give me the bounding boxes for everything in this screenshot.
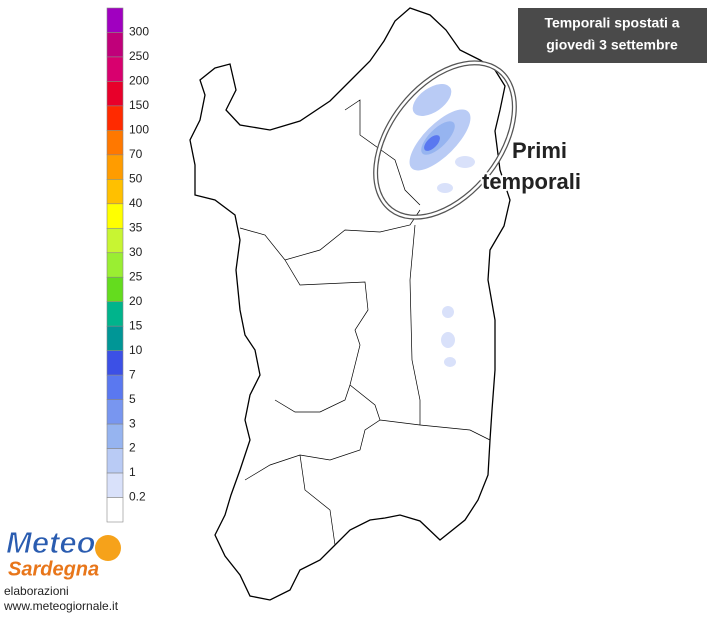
legend-label: 300 [129, 25, 149, 39]
legend-swatch [106, 227, 124, 254]
legend-swatch [106, 7, 124, 33]
legend-label: 3 [129, 416, 136, 430]
legend-label: 25 [129, 269, 143, 283]
legend-swatch [106, 252, 124, 278]
logo: Meteo Sardegna [6, 525, 121, 580]
legend-label: 7 [129, 367, 136, 381]
legend-label: 100 [129, 123, 149, 137]
annotation: temporali [482, 169, 581, 194]
legend-label: 150 [129, 98, 149, 112]
credits: elaborazioni [4, 584, 69, 598]
legend-swatch [106, 374, 124, 400]
legend-swatch [106, 325, 124, 351]
legend-swatch [106, 301, 124, 327]
legend-swatch [106, 56, 124, 82]
rain-area [409, 84, 475, 367]
credits: www.meteogiornale.it [3, 599, 119, 613]
legend-label: 200 [129, 74, 149, 88]
legend-label: 5 [129, 392, 136, 406]
legend-swatch [106, 81, 124, 107]
legend-swatch [106, 179, 124, 205]
legend-label: 0.2 [129, 490, 146, 504]
legend-swatch [106, 105, 124, 131]
title-line: Temporali spostati a [544, 15, 679, 31]
legend-swatch [106, 154, 124, 180]
highlight-ellipse [373, 60, 517, 220]
legend-swatch [106, 423, 124, 449]
legend-swatch [106, 399, 124, 425]
coastline [189, 7, 511, 601]
logo-text: Sardegna [8, 558, 99, 580]
legend: 300 250 200 150 100 70 50 40 35 30 25 20 15 10 7 5 3 2 1 0.… [106, 7, 149, 523]
legend-label: 40 [129, 196, 143, 210]
legend-label: 50 [129, 172, 143, 186]
logo-text: Meteo [6, 525, 96, 560]
legend-label: 250 [129, 49, 149, 63]
legend-swatch [106, 203, 124, 229]
province-border [239, 99, 491, 561]
legend-swatch [106, 350, 124, 376]
legend-label: 1 [129, 465, 136, 479]
legend-label: 10 [129, 343, 143, 357]
legend-swatch [106, 276, 124, 303]
legend-swatch [106, 32, 124, 58]
title-box [518, 8, 707, 63]
annotation: Primi [512, 138, 567, 163]
legend-swatch [106, 130, 124, 156]
legend-swatch [106, 497, 124, 523]
legend-label: 15 [129, 318, 143, 332]
legend-label: 35 [129, 220, 143, 234]
legend-swatch [106, 472, 124, 498]
legend-swatch [106, 448, 124, 474]
title-line: giovedì 3 settembre [546, 37, 678, 53]
legend-label: 2 [129, 441, 136, 455]
legend-label: 20 [129, 294, 143, 308]
legend-label: 70 [129, 147, 143, 161]
legend-label: 30 [129, 245, 143, 259]
